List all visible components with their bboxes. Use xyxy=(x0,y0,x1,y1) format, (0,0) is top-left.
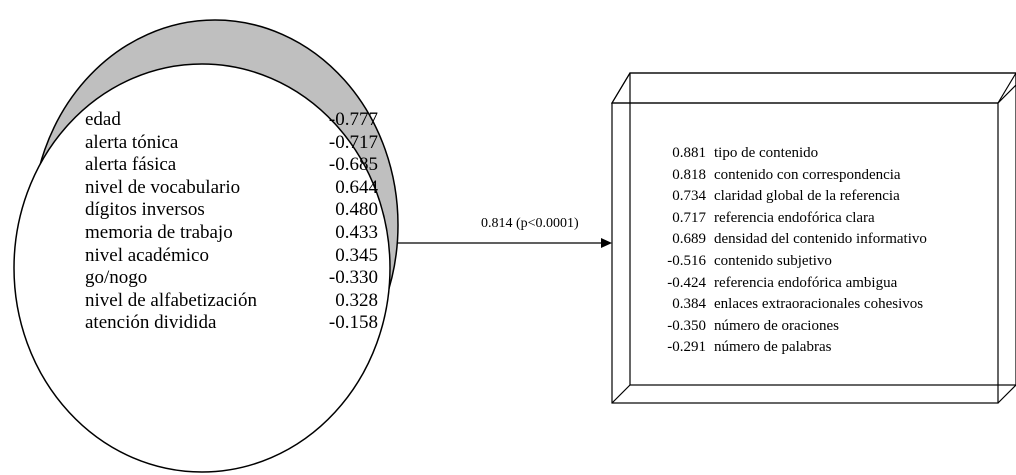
left-variable-label: atención dividida xyxy=(85,312,217,334)
left-variable-value: 0.480 xyxy=(335,199,378,221)
right-variable-value: 0.384 xyxy=(672,296,706,313)
left-variable-value: -0.777 xyxy=(328,109,378,130)
right-variable-value: 0.689 xyxy=(672,231,706,248)
right-variable-value: -0.350 xyxy=(667,317,706,334)
left-variable-value: 0.345 xyxy=(335,244,378,266)
arrow-head xyxy=(601,238,612,248)
left-variable-value: 0.644 xyxy=(335,176,378,198)
left-variable-value: -0.685 xyxy=(328,154,378,176)
right-variable-value: 0.881 xyxy=(672,145,706,161)
left-variable-label: nivel de vocabulario xyxy=(85,176,241,198)
right-variable-value: 0.717 xyxy=(672,209,706,226)
left-variable-label: dígitos inversos xyxy=(85,199,205,221)
right-variable-label: enlaces extraoracionales cohesivos xyxy=(714,296,924,313)
left-variable-label: alerta tónica xyxy=(85,131,179,153)
right-variable-label: número de oraciones xyxy=(714,317,839,334)
right-variable-label: contenido subjetivo xyxy=(714,253,832,269)
left-variable-label: nivel académico xyxy=(85,244,209,266)
left-variable-value: 0.328 xyxy=(335,289,378,311)
right-variable-label: claridad global de la referencia xyxy=(714,188,900,205)
right-variable-label: densidad del contenido informativo xyxy=(714,231,927,248)
right-variable-value: 0.734 xyxy=(672,188,706,205)
right-variable-label: referencia endofórica ambigua xyxy=(714,274,898,291)
left-variable-label: alerta fásica xyxy=(85,154,177,176)
right-variable-label: tipo de contenido xyxy=(714,145,819,161)
inner-ellipse xyxy=(13,63,391,473)
left-variable-value: 0.433 xyxy=(335,222,378,243)
left-variable-value: -0.330 xyxy=(328,267,378,289)
left-variable-value: -0.717 xyxy=(328,131,378,153)
right-variable-value: -0.424 xyxy=(667,274,706,291)
right-variable-label: referencia endofórica clara xyxy=(714,209,875,226)
right-variable-value: 0.818 xyxy=(672,166,706,183)
left-variable-value: -0.158 xyxy=(328,312,378,334)
right-variable-value: -0.516 xyxy=(667,253,706,269)
right-variable-value: -0.291 xyxy=(667,339,706,356)
left-variable-label: nivel de alfabetización xyxy=(85,289,257,311)
left-variable-label: edad xyxy=(85,109,121,130)
right-variable-label: número de palabras xyxy=(714,339,832,356)
box-3d xyxy=(610,72,1016,404)
right-variable-label: contenido con correspondencia xyxy=(714,166,901,183)
left-variable-label: memoria de trabajo xyxy=(85,222,233,243)
correlation-label: 0.814 (p<0.0001) xyxy=(481,216,579,231)
left-variable-label: go/nogo xyxy=(85,267,148,289)
